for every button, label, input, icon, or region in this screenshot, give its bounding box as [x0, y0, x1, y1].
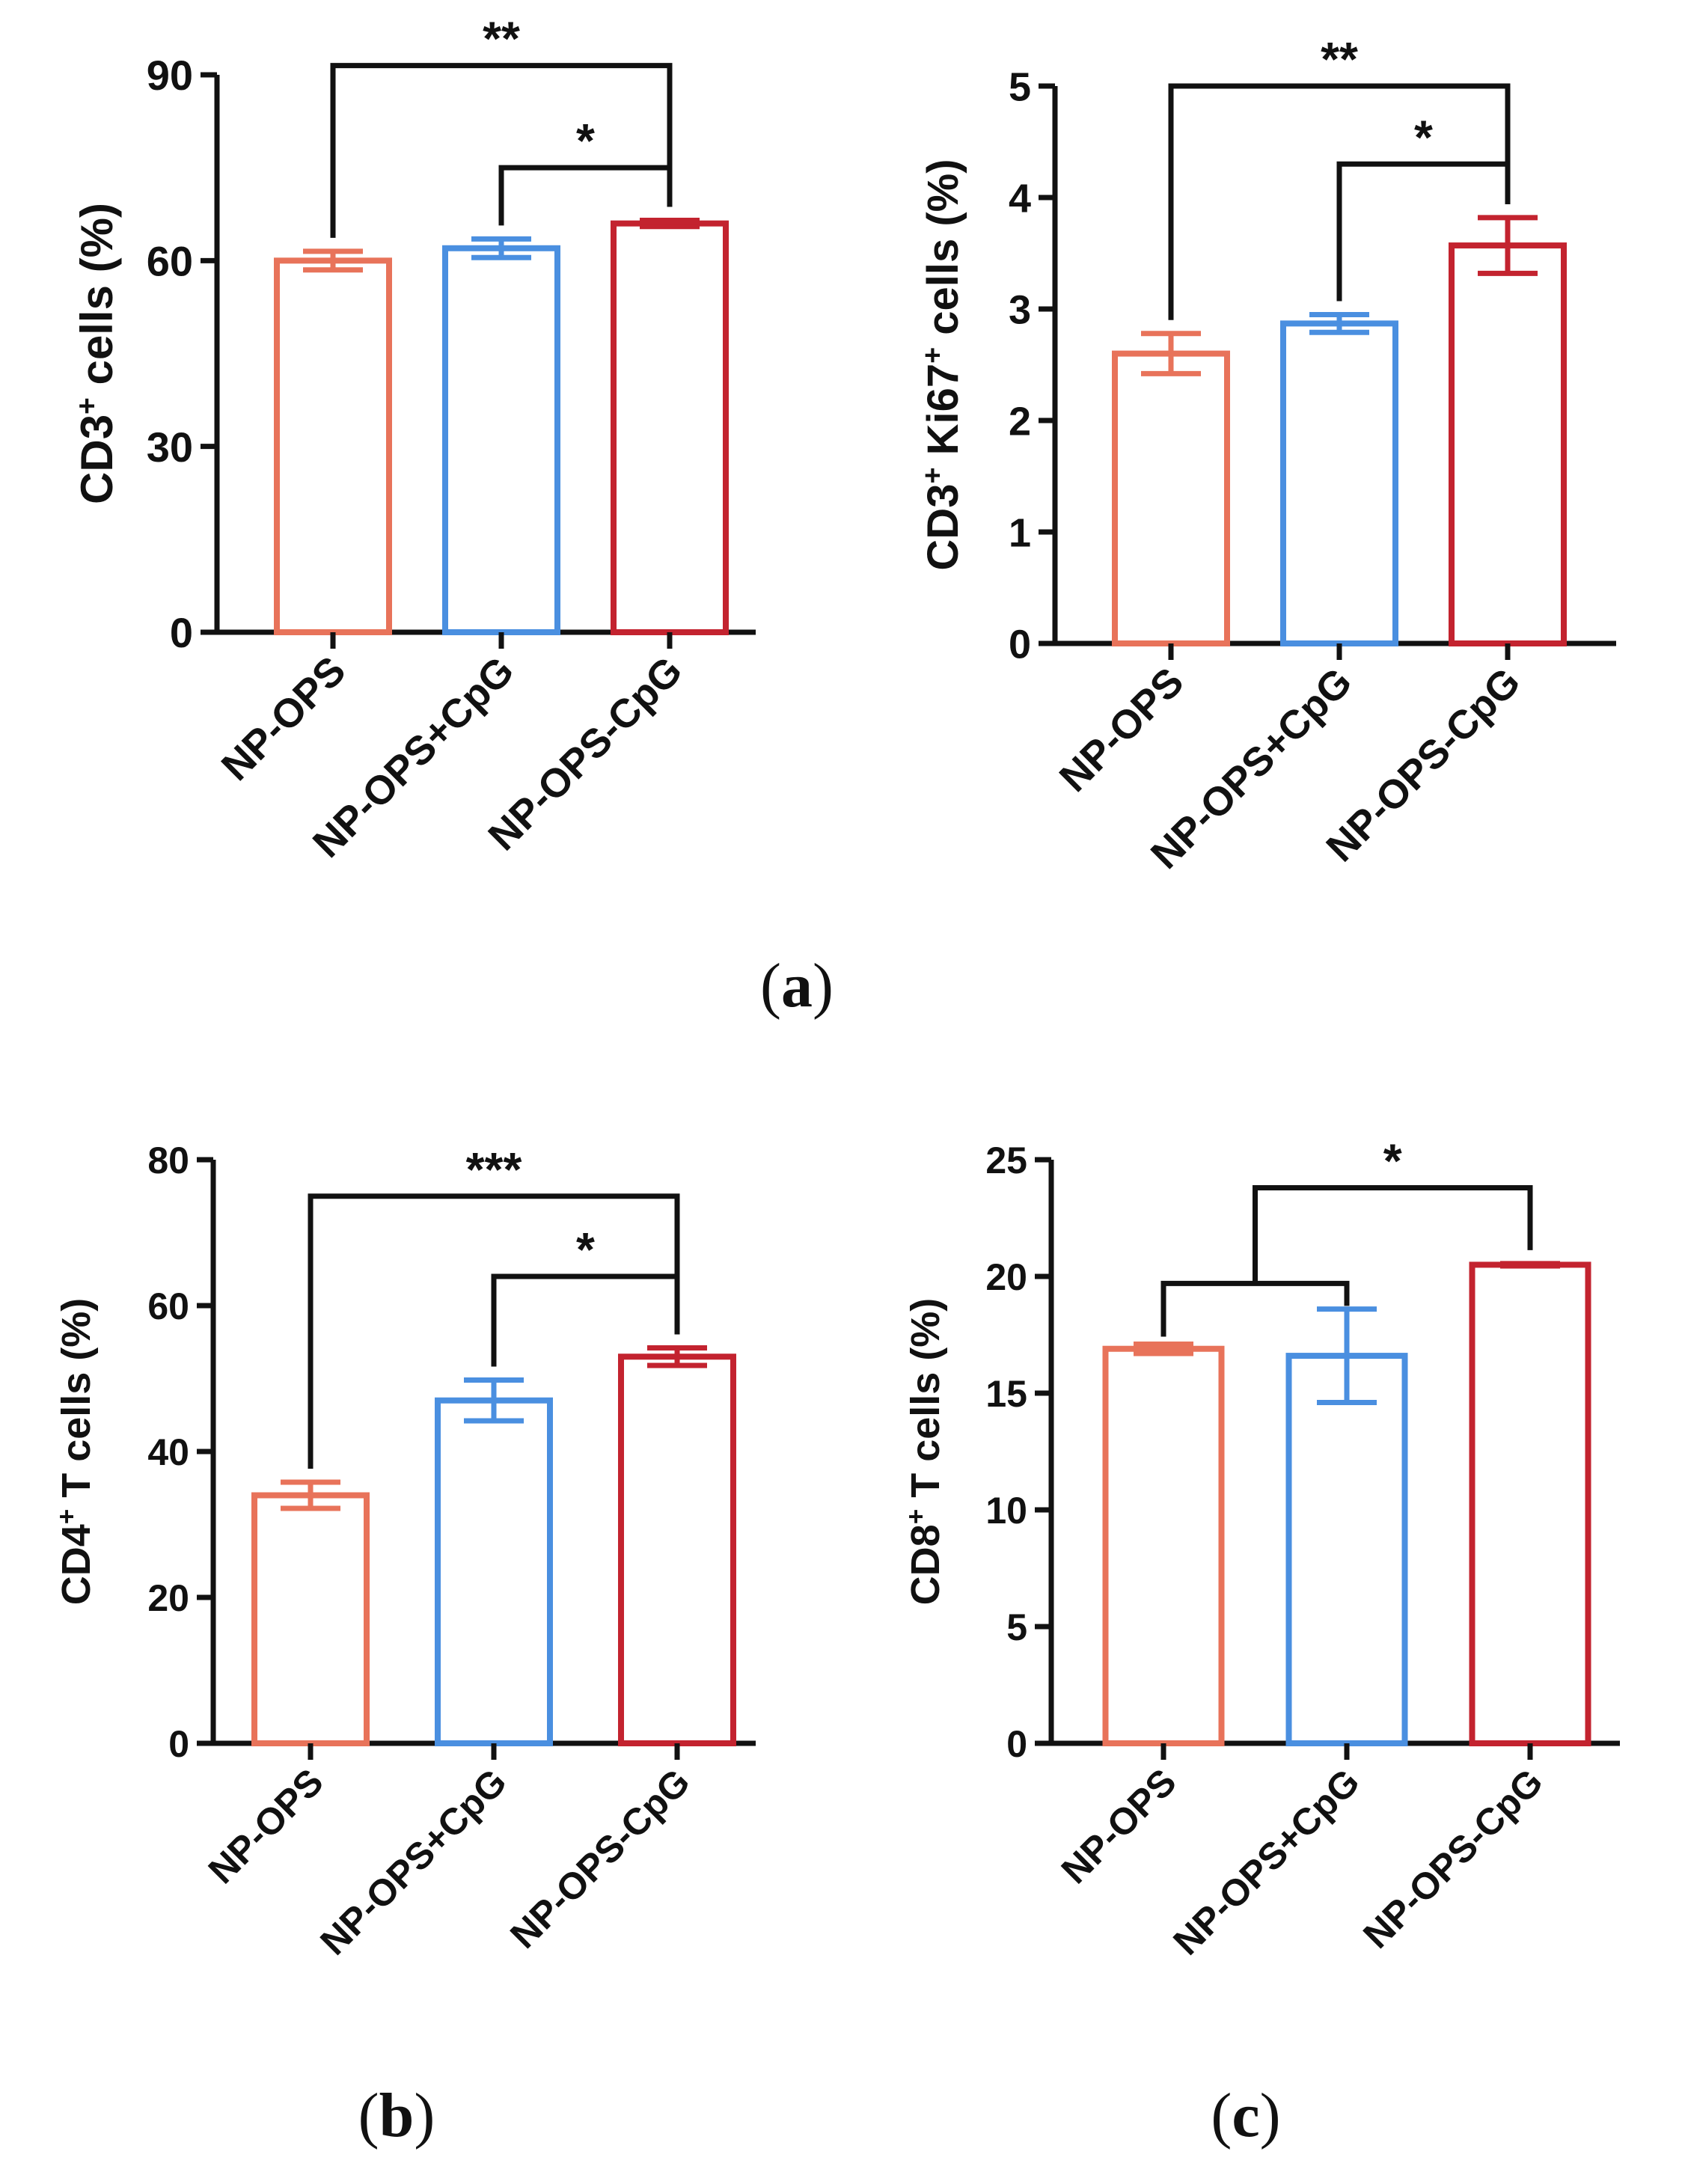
- category-label: NP-OPS+CpG: [1165, 1761, 1367, 1963]
- significance-label: **: [483, 12, 520, 66]
- y-axis-title: CD8+ T cells (%): [902, 1298, 949, 1606]
- y-tick-label: 15: [985, 1373, 1027, 1415]
- significance-bracket: [330, 63, 673, 238]
- bar-np-ops-cpg: [1469, 1261, 1591, 1746]
- panel-label-c: (c): [1211, 2081, 1280, 2150]
- y-tick-label: 80: [147, 1140, 189, 1181]
- y-tick-label: 0: [1006, 1723, 1027, 1765]
- significance-bracket: [1336, 161, 1511, 302]
- chart-cd4-t-cells: 0 20 40 60 80 CD4+ T cells (%) NP-OPSNP-OPS+Cp…: [52, 1140, 756, 1963]
- significance-label: **: [1321, 32, 1358, 86]
- y-tick-label: 5: [1006, 1606, 1027, 1648]
- category-label: NP-OPS-CpG: [1355, 1761, 1551, 1957]
- y-tick-label: 3: [1009, 287, 1031, 332]
- y-tick-label: 40: [147, 1431, 189, 1473]
- y-tick-label: 30: [147, 423, 193, 471]
- y-tick-label: 5: [1009, 64, 1031, 109]
- significance-bracket: [498, 165, 673, 226]
- category-label: NP-OPS: [213, 648, 355, 789]
- bar-np-ops: [1102, 1345, 1225, 1746]
- bar-np-ops-cpg: [442, 245, 560, 635]
- y-tick-label: 20: [985, 1256, 1027, 1298]
- panel-label-b: (b): [358, 2081, 435, 2150]
- y-tick-label: 4: [1009, 176, 1031, 221]
- bar-np-ops-cpg: [435, 1397, 553, 1746]
- significance-label: ***: [466, 1143, 522, 1196]
- y-tick-label: 0: [168, 1723, 189, 1765]
- y-tick-label: 60: [147, 237, 193, 284]
- panel-label-a: (a): [760, 951, 834, 1021]
- significance-label: *: [1414, 110, 1433, 164]
- bar-np-ops-cpg: [611, 220, 729, 635]
- y-axis-title: CD3+ cells (%): [71, 203, 123, 504]
- y-tick-label: 10: [985, 1490, 1027, 1532]
- y-tick-label: 60: [147, 1285, 189, 1327]
- significance-bracket: [308, 1193, 680, 1469]
- significance-bracket: [1168, 83, 1511, 320]
- significance-label: *: [576, 1223, 595, 1276]
- y-axis-title: CD3+ Ki67+ cells (%): [917, 159, 967, 570]
- significance-bracket: [1253, 1184, 1533, 1284]
- bar-np-ops-cpg: [1285, 1353, 1408, 1746]
- bar-np-ops-cpg: [1280, 320, 1398, 646]
- category-label: NP-OPS-CpG: [502, 1761, 698, 1957]
- bar-np-ops-cpg: [1449, 242, 1567, 646]
- y-tick-label: 0: [1009, 622, 1031, 667]
- y-tick-label: 1: [1009, 510, 1031, 555]
- significance-bracket: [491, 1273, 680, 1367]
- bar-np-ops: [251, 1492, 370, 1746]
- chart-cd8-t-cells: 0 5 10 15 20 25 CD8+ T cells (%) NP-OPSNP-OPS+C…: [902, 1134, 1620, 1963]
- category-label: NP-OPS: [201, 1761, 331, 1891]
- bar-np-ops: [1112, 350, 1230, 646]
- significance-label: *: [1383, 1134, 1402, 1187]
- category-label: NP-OPS: [1053, 1761, 1184, 1891]
- significance-label: *: [576, 114, 595, 168]
- y-tick-label: 20: [147, 1577, 189, 1619]
- category-label: NP-OPS: [1051, 659, 1193, 801]
- y-tick-label: 0: [170, 609, 193, 656]
- y-tick-label: 25: [985, 1140, 1027, 1181]
- y-tick-label: 90: [147, 52, 193, 99]
- bar-np-ops-cpg: [618, 1353, 736, 1746]
- category-label: NP-OPS+CpG: [312, 1761, 514, 1963]
- y-axis-title: CD4+ T cells (%): [52, 1298, 100, 1606]
- bar-np-ops: [274, 257, 392, 635]
- y-tick-label: 2: [1009, 399, 1031, 444]
